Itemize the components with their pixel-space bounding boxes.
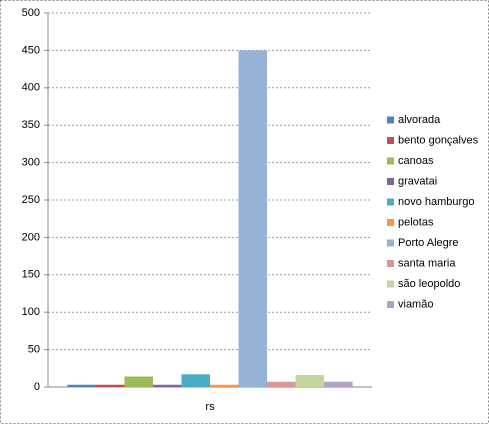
bar — [295, 375, 325, 387]
legend-swatch — [387, 157, 394, 165]
legend-label: novo hamburgo — [398, 196, 474, 208]
bar — [124, 376, 153, 387]
legend-label: bento gonçalves — [398, 134, 479, 146]
y-tick-label: 400 — [22, 82, 40, 94]
legend-swatch — [387, 301, 394, 308]
y-tick-label: 350 — [22, 119, 40, 131]
y-tick-label: 0 — [34, 381, 40, 393]
legend-label: santa maria — [398, 257, 456, 269]
legend-swatch — [387, 116, 394, 124]
legend-swatch — [387, 178, 394, 185]
legend-label: gravatai — [398, 175, 437, 187]
bar — [324, 381, 353, 387]
legend-label: viamão — [398, 298, 433, 310]
bar — [238, 50, 268, 388]
legend-swatch — [387, 260, 394, 267]
y-tick-label: 50 — [28, 344, 40, 356]
bar — [267, 381, 296, 387]
y-tick-label: 250 — [22, 194, 40, 206]
y-tick-label: 300 — [22, 157, 40, 169]
legend-label: canoas — [398, 155, 434, 167]
legend-label: são leopoldo — [398, 278, 460, 290]
bar — [210, 384, 239, 387]
x-tick-label: rs — [205, 401, 215, 413]
legend-swatch — [387, 239, 394, 247]
legend-swatch — [387, 198, 394, 206]
y-tick-label: 100 — [22, 306, 40, 318]
legend-label: Porto Alegre — [398, 237, 459, 249]
bar — [95, 384, 125, 387]
bar — [152, 384, 182, 387]
y-tick-label: 450 — [22, 44, 40, 56]
bar — [181, 374, 210, 387]
legend-swatch — [387, 137, 394, 144]
bar — [67, 384, 96, 387]
y-tick-label: 150 — [22, 269, 40, 281]
legend-swatch — [387, 280, 394, 288]
y-tick-label: 200 — [22, 231, 40, 243]
legend-label: pelotas — [398, 216, 434, 228]
y-tick-label: 500 — [22, 7, 40, 19]
legend-swatch — [387, 219, 394, 226]
legend-label: alvorada — [398, 114, 441, 126]
